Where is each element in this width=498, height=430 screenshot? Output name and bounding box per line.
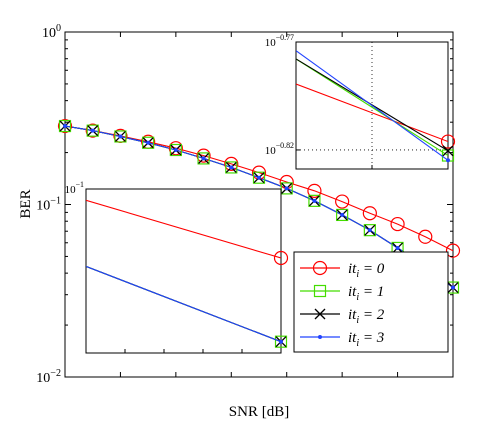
series-1-point: [336, 208, 349, 222]
inset-end-marker-1: [274, 335, 288, 348]
x-axis-label: SNR [dB]: [229, 404, 289, 420]
series-1-point: [142, 136, 155, 149]
inset-y-tick-label: 10−0.82: [265, 141, 294, 157]
series-0-point: [57, 118, 73, 134]
series-1-point: [197, 152, 210, 165]
inset-line-3: [296, 50, 448, 161]
legend: iti = 0 iti = 1 iti = 2 iti = 3: [293, 251, 449, 353]
series-0-point: [196, 148, 211, 163]
series-1-point: [225, 161, 238, 174]
inset-line-1: [296, 58, 448, 156]
series-3-point: [257, 175, 261, 180]
series-3-point: [340, 212, 345, 217]
series-1-point: [252, 171, 266, 184]
inset-lower-left: 10−1: [65, 180, 289, 354]
series-3-point: [395, 245, 400, 250]
series-0-point: [224, 156, 239, 171]
series-0-point: [418, 229, 433, 244]
inset-end-marker-2: [442, 145, 454, 157]
series-0-point: [85, 123, 100, 138]
inset-y-tick-label: 10−0.77: [265, 33, 294, 49]
inset-y-tick-label: 10−1: [65, 180, 84, 196]
series-3-point: [63, 124, 67, 129]
inset-lower-left-axes: 10−1: [65, 180, 282, 353]
main-axes: 100 10−1 10−2: [36, 23, 454, 386]
inset-end-marker-3: [446, 158, 450, 163]
series-0-point: [168, 141, 183, 156]
legend-marker-0: [312, 260, 328, 276]
series-1-point: [363, 224, 376, 237]
series-3-point: [146, 140, 151, 145]
inset-end-marker-3: [279, 339, 283, 344]
legend-label-3: iti = 3: [348, 330, 384, 349]
series-1-point: [114, 130, 127, 143]
y-tick-label: 10−1: [36, 196, 61, 214]
series-3-point: [367, 228, 372, 233]
series-1-point: [169, 143, 182, 157]
legend-entries: iti = 0 iti = 1 iti = 2 iti = 3: [300, 260, 385, 349]
series-0-point: [390, 216, 405, 232]
series-0-point: [362, 206, 377, 221]
legend-label-2: iti = 2: [348, 307, 385, 326]
series-3-point: [451, 285, 455, 290]
series-3-point: [201, 156, 206, 161]
inset-lower-left-frame: [85, 188, 282, 354]
series-0-point: [307, 183, 322, 198]
legend-label-0: iti = 0: [348, 261, 385, 280]
series-1-point: [86, 124, 99, 137]
series-3-point: [284, 186, 289, 191]
inset-line-0: [296, 83, 448, 143]
series-1-point: [58, 119, 72, 133]
inset-upper-right: 10−0.77 10−0.82: [265, 33, 456, 170]
inset-lower-left-lines: [86, 199, 289, 348]
y-tick-label: 100: [42, 23, 61, 41]
y-axis-label: BER: [18, 189, 34, 218]
series-3-point: [90, 128, 95, 133]
series-0-point: [445, 243, 461, 258]
series-3-point: [118, 134, 123, 139]
series-0-point: [335, 194, 350, 209]
legend-marker-1: [313, 284, 327, 298]
legend-box: [293, 251, 449, 353]
legend-marker-3: [318, 335, 322, 339]
y-tick-label: 10−2: [36, 368, 61, 386]
inset-upper-right-lines: [296, 50, 456, 163]
series-3-point: [229, 165, 234, 170]
series-1-point: [280, 182, 293, 195]
series-1-point: [308, 194, 321, 207]
inset-end-marker-0: [273, 250, 289, 266]
inset-line-0: [86, 199, 281, 259]
inset-upper-right-grid: [296, 41, 449, 169]
legend-label-1: iti = 1: [348, 284, 384, 303]
legend-marker-2: [314, 308, 326, 320]
inset-upper-right-axes: 10−0.77 10−0.82: [265, 33, 449, 169]
series-3-point: [173, 147, 178, 152]
inset-line-3: [86, 265, 281, 343]
series-3-point: [312, 198, 317, 203]
inset-end-marker-0: [440, 134, 456, 149]
